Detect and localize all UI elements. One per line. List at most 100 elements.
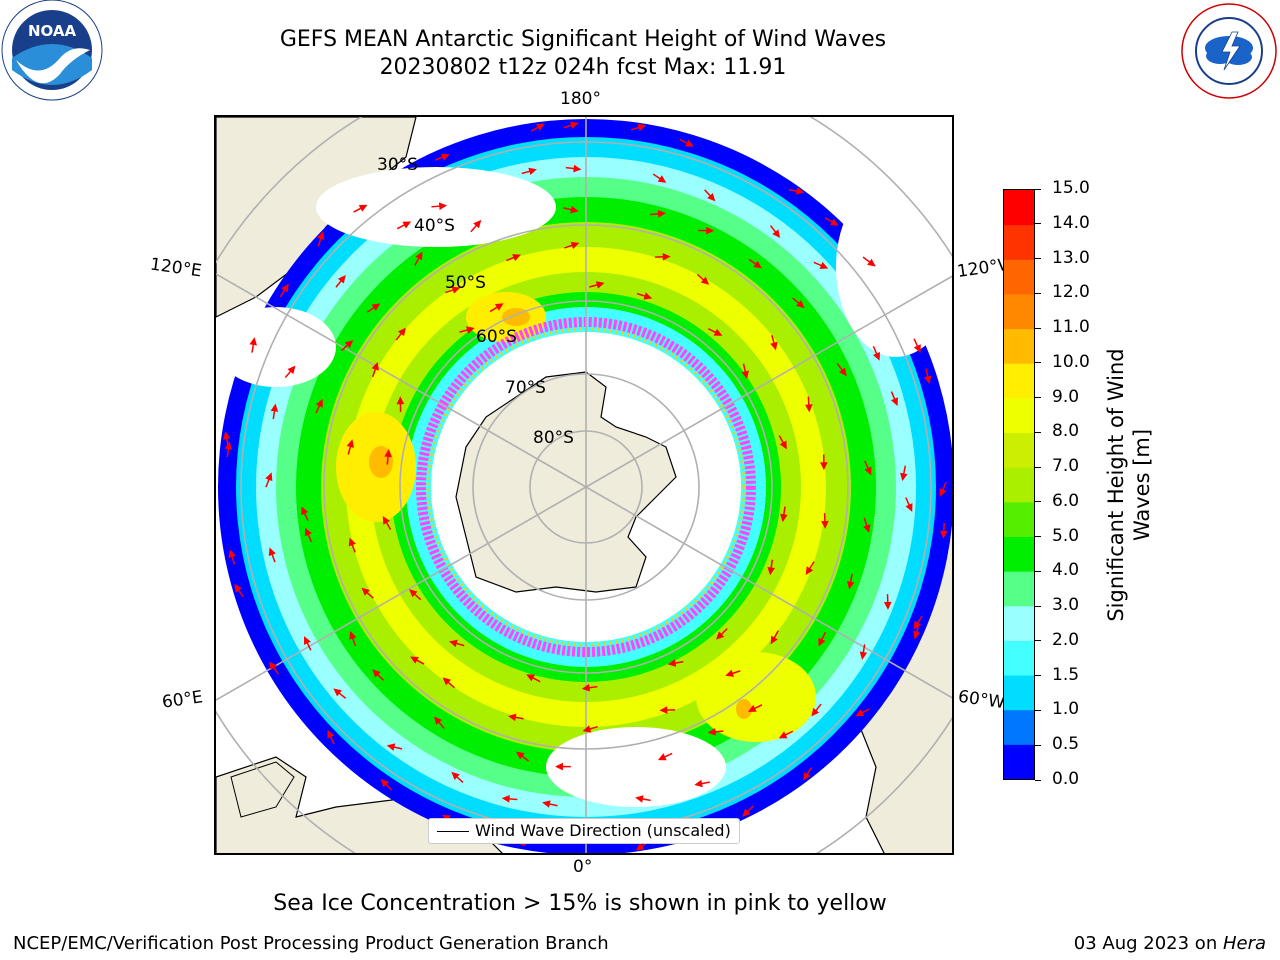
colorbar-segment <box>1004 363 1034 399</box>
wind-arrow-head <box>803 771 811 781</box>
noaa-logo: NOAA <box>0 0 104 104</box>
colorbar-tick-label: 0.0 <box>1052 769 1080 789</box>
wind-arrow-head <box>741 370 749 380</box>
colorbar-tick-label: 10.0 <box>1052 351 1090 372</box>
wind-arrow-head <box>415 251 423 261</box>
antarctica-land <box>455 371 677 593</box>
wind-arrow-head <box>900 472 908 482</box>
wind-arrow-head <box>494 303 504 311</box>
colorbar-tick-mark <box>1035 327 1041 329</box>
colorbar-tick-label: 7.0 <box>1052 456 1080 477</box>
map-legend: Wind Wave Direction (unscaled) <box>428 818 740 844</box>
wind-arrow-head <box>913 620 922 630</box>
wind-arrow-head <box>859 651 868 660</box>
colorbar-tick-label: 4.0 <box>1052 560 1080 581</box>
colorbar-tick-mark <box>1035 188 1041 190</box>
colorbar-segment <box>1004 328 1034 364</box>
wind-arrow-head <box>582 725 592 733</box>
wind-arrow-head <box>438 202 448 210</box>
lon-label-0: 0° <box>573 857 593 877</box>
colorbar-tick-mark <box>1035 397 1041 399</box>
colorbar-segment <box>1004 640 1034 676</box>
wind-arrow-head <box>772 229 781 238</box>
wind-arrow-head <box>501 795 510 803</box>
wind-arrow-head <box>223 431 231 440</box>
wind-arrow-head <box>657 175 667 183</box>
colorbar-tick-mark <box>1035 362 1041 364</box>
wind-arrow-head <box>838 367 847 377</box>
wind-arrow-head <box>348 537 356 547</box>
wind-arrow-head <box>685 139 694 147</box>
polar-map: 30°S 40°S 50°S 60°S 70°S 80°S <box>214 115 954 855</box>
footer-date: 03 Aug 2023 on Hera <box>1074 933 1266 954</box>
wind-arrow-head <box>780 513 788 523</box>
wind-arrow-head <box>821 520 829 529</box>
wind-arrow-head <box>301 506 309 516</box>
wind-arrow-head <box>349 631 357 640</box>
wind-arrow-head <box>410 656 419 664</box>
wind-arrow-head <box>570 205 579 214</box>
colorbar-tick-mark <box>1035 570 1041 572</box>
wind-arrow-head <box>228 549 236 559</box>
wind-arrow-head <box>796 300 805 309</box>
wind-arrow-head <box>402 221 412 229</box>
colorbar-segment <box>1004 605 1034 641</box>
wind-arrow-head <box>371 303 381 311</box>
wind-arrow-head <box>516 751 525 760</box>
footer-machine: Hera <box>1222 933 1266 954</box>
colorbar-tick-mark <box>1035 675 1041 677</box>
wind-arrow-head <box>269 661 277 671</box>
wind-arrow-head <box>707 728 716 736</box>
wind-arrow-head <box>570 241 580 250</box>
colorbar-segment <box>1004 744 1034 780</box>
colorbar-tick-label: 5.0 <box>1052 525 1080 546</box>
wind-arrow-head <box>281 283 289 293</box>
colorbar-tick-mark <box>1035 466 1041 468</box>
wind-arrow-head <box>573 164 582 173</box>
wind-arrow-head <box>466 326 475 334</box>
colorbar-segment <box>1004 190 1034 226</box>
wind-arrow-head <box>716 631 725 640</box>
wind-arrow-head <box>595 281 605 289</box>
svg-text:NOAA: NOAA <box>28 22 77 40</box>
colorbar-tick-label: 11.0 <box>1052 317 1090 338</box>
nws-logo <box>1180 2 1278 100</box>
colorbar-segment <box>1004 501 1034 537</box>
wind-arrow-head <box>913 630 921 640</box>
lat-label-50s: 50°S <box>445 273 486 293</box>
wind-arrow-head <box>667 659 677 667</box>
wind-arrow-head <box>818 637 826 647</box>
wind-arrow-head <box>451 771 460 780</box>
colorbar-tick-mark <box>1035 640 1041 642</box>
wind-arrow-head <box>913 344 921 353</box>
colorbar-segment <box>1004 675 1034 711</box>
lon-label-60w: 60°W <box>956 686 1007 714</box>
wind-arrow-head <box>820 462 828 471</box>
wind-arrow-head <box>581 683 591 692</box>
wind-arrow-head <box>753 260 762 269</box>
footer-credit: NCEP/EMC/Verification Post Processing Pr… <box>13 933 609 954</box>
wind-arrow-head <box>700 276 710 285</box>
wind-arrow-head <box>361 587 370 596</box>
colorbar-tick-mark <box>1035 605 1041 607</box>
wind-arrow-head <box>659 706 668 714</box>
wind-arrow-head <box>819 261 829 269</box>
wind-arrow-head <box>380 778 389 788</box>
wind-arrow-head <box>742 808 751 817</box>
colorbar-tick-label: 12.0 <box>1052 282 1090 303</box>
wind-arrow-head <box>713 328 723 336</box>
wind-arrow-head <box>542 800 551 808</box>
wind-arrow-head <box>249 337 258 346</box>
wind-arrow-head <box>706 226 715 235</box>
wind-arrow-head <box>384 448 392 458</box>
map-svg <box>216 117 952 853</box>
colorbar-tick-label: 14.0 <box>1052 212 1090 233</box>
wind-arrow-head <box>855 709 865 717</box>
colorbar-tick-mark <box>1035 292 1041 294</box>
colorbar-label-line2: Waves [m] <box>1130 428 1154 542</box>
wind-arrow-head <box>795 187 805 195</box>
colorbar-label-line1: Significant Height of Wind <box>1104 348 1128 622</box>
wind-arrow-head <box>327 729 335 739</box>
colorbar-segment <box>1004 224 1034 260</box>
colorbar-tick-label: 6.0 <box>1052 490 1080 511</box>
